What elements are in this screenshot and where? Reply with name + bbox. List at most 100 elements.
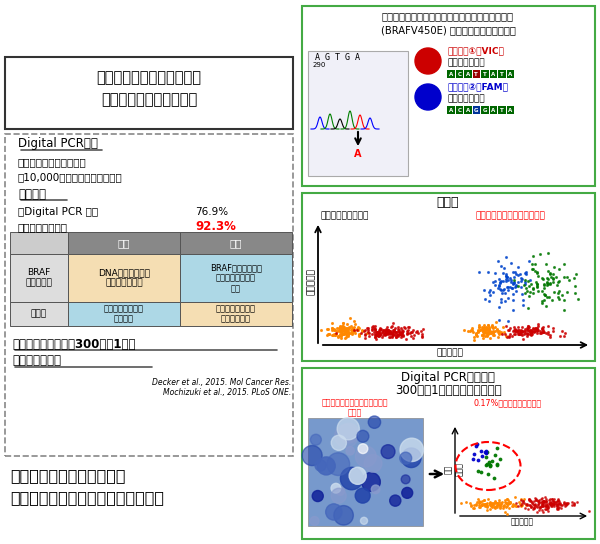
- Point: [538, 502, 548, 511]
- Point: [339, 328, 349, 337]
- Point: [494, 283, 503, 292]
- Point: [517, 496, 526, 505]
- Point: [480, 500, 490, 509]
- Point: [533, 497, 543, 505]
- Point: [371, 330, 380, 339]
- Bar: [10, 302, 68, 326]
- Point: [552, 499, 562, 508]
- Point: [509, 277, 519, 286]
- Point: [513, 502, 523, 510]
- Point: [543, 249, 553, 257]
- Point: [514, 322, 523, 331]
- Point: [466, 326, 476, 335]
- Text: Decker et al., 2015. Mol Cancer Res.: Decker et al., 2015. Mol Cancer Res.: [152, 378, 291, 386]
- Point: [331, 326, 340, 335]
- Point: [533, 322, 542, 330]
- Point: [341, 324, 351, 332]
- Point: [377, 328, 386, 337]
- Point: [538, 273, 547, 282]
- Point: [485, 329, 494, 337]
- Point: [336, 332, 346, 341]
- Point: [469, 332, 479, 341]
- Point: [338, 326, 347, 335]
- Point: [494, 302, 503, 311]
- Point: [482, 503, 491, 511]
- Point: [471, 499, 481, 508]
- Text: 野生型プローブ: 野生型プローブ: [447, 59, 485, 67]
- Point: [494, 496, 503, 504]
- Bar: [68, 232, 180, 254]
- Point: [378, 327, 388, 336]
- Point: [548, 497, 557, 505]
- Point: [488, 326, 497, 335]
- Text: BRAF遺伝子に変異
を持たない腫瘍が
存在: BRAF遺伝子に変異 を持たない腫瘍が 存在: [210, 263, 262, 293]
- Point: [538, 497, 548, 505]
- Point: [525, 497, 535, 505]
- Point: [397, 326, 406, 335]
- Point: [332, 326, 342, 335]
- Point: [570, 282, 580, 290]
- Point: [468, 504, 478, 512]
- Point: [489, 503, 499, 512]
- Point: [543, 507, 553, 516]
- Point: [517, 290, 527, 299]
- Point: [343, 327, 352, 336]
- Point: [335, 330, 345, 338]
- Point: [526, 496, 535, 505]
- Point: [473, 327, 483, 336]
- Point: [406, 331, 416, 340]
- Point: [399, 323, 409, 332]
- Point: [542, 500, 551, 509]
- Point: [530, 260, 540, 269]
- Point: [530, 267, 540, 275]
- Point: [546, 498, 556, 506]
- Point: [552, 502, 562, 510]
- Point: [493, 327, 503, 336]
- Point: [492, 499, 502, 508]
- Point: [554, 497, 564, 505]
- Point: [534, 496, 544, 505]
- Point: [480, 448, 490, 456]
- Point: [553, 278, 563, 287]
- Point: [487, 323, 496, 332]
- Text: C: C: [457, 71, 461, 77]
- Point: [511, 270, 521, 279]
- Point: [370, 329, 380, 338]
- Point: [487, 320, 497, 329]
- Point: [504, 498, 514, 506]
- Point: [538, 322, 548, 331]
- Point: [540, 505, 550, 514]
- Point: [481, 323, 490, 332]
- Point: [538, 506, 547, 515]
- Point: [553, 495, 562, 504]
- Point: [457, 499, 466, 508]
- Point: [511, 502, 521, 510]
- Point: [548, 275, 558, 283]
- Point: [531, 496, 541, 505]
- Point: [521, 269, 530, 278]
- Circle shape: [371, 485, 380, 493]
- Point: [511, 325, 520, 333]
- Point: [323, 325, 332, 333]
- Point: [540, 502, 550, 510]
- Point: [526, 328, 535, 337]
- Circle shape: [317, 457, 335, 475]
- Point: [495, 500, 505, 509]
- Point: [520, 329, 529, 337]
- Point: [343, 328, 353, 337]
- Point: [542, 281, 551, 289]
- Point: [536, 497, 545, 506]
- Point: [482, 460, 491, 468]
- Point: [483, 327, 493, 336]
- Point: [495, 503, 505, 512]
- Point: [498, 323, 508, 331]
- Point: [560, 329, 569, 337]
- Point: [506, 277, 515, 286]
- Point: [347, 329, 357, 337]
- Point: [559, 273, 569, 281]
- Bar: [455, 70, 463, 78]
- Point: [532, 324, 541, 333]
- Bar: [308, 418, 423, 526]
- Point: [514, 330, 524, 338]
- Point: [547, 499, 557, 508]
